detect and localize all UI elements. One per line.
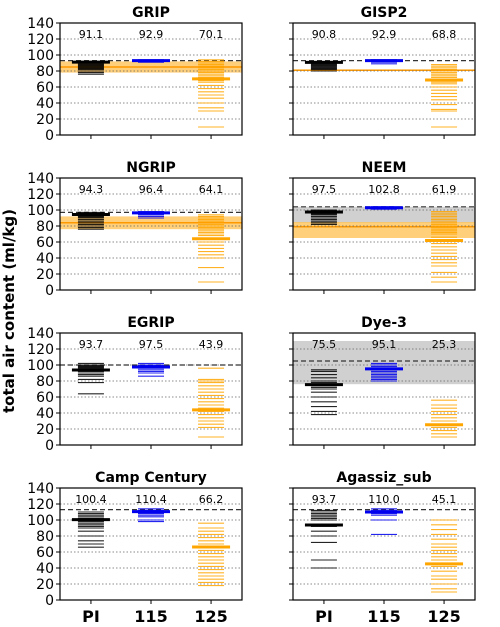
y-tick-label: 120	[27, 497, 54, 513]
panel-title: GRIP	[132, 5, 170, 21]
panel-title: GISP2	[361, 5, 408, 21]
y-tick-label: 80	[36, 529, 54, 545]
mean-label: 100.4	[75, 493, 107, 506]
y-tick-label: 100	[27, 203, 54, 219]
x-tick-label: PI	[82, 607, 100, 623]
mean-label: 92.9	[372, 28, 397, 41]
mean-label: 94.3	[79, 183, 104, 196]
y-tick-label: 100	[27, 48, 54, 64]
y-tick-label: 20	[36, 577, 54, 593]
x-tick-label: 125	[427, 607, 460, 623]
mean-label: 91.1	[79, 28, 104, 41]
y-axis-label: total air content (ml/kg)	[0, 209, 18, 413]
mean-label: 102.8	[368, 183, 400, 196]
y-tick-label: 40	[36, 251, 54, 267]
panel-title: Agassiz_sub	[336, 470, 431, 486]
mean-label: 93.7	[79, 338, 104, 351]
mean-label: 90.8	[312, 28, 337, 41]
y-tick-label: 20	[36, 267, 54, 283]
y-tick-label: 120	[27, 342, 54, 358]
y-tick-label: 100	[27, 513, 54, 529]
y-tick-label: 80	[36, 64, 54, 80]
y-tick-label: 140	[27, 171, 54, 187]
mean-label: 75.5	[312, 338, 337, 351]
y-tick-label: 40	[36, 561, 54, 577]
x-tick-label: 115	[134, 607, 167, 623]
y-tick-label: 140	[27, 16, 54, 32]
y-tick-label: 0	[45, 128, 54, 144]
y-tick-label: 40	[36, 406, 54, 422]
y-tick-label: 60	[36, 80, 54, 96]
mean-label: 110.4	[135, 493, 167, 506]
y-tick-label: 140	[27, 326, 54, 342]
mean-label: 92.9	[139, 28, 164, 41]
mean-label: 93.7	[312, 493, 337, 506]
y-tick-label: 0	[45, 438, 54, 454]
y-tick-label: 0	[45, 283, 54, 299]
mean-label: 68.8	[432, 28, 457, 41]
y-tick-label: 0	[45, 593, 54, 609]
panel-title: Dye-3	[361, 315, 407, 331]
mean-label: 45.1	[432, 493, 457, 506]
y-tick-label: 80	[36, 219, 54, 235]
panel-dye-3: 75.5 95.1 25.3 Dye-3	[289, 315, 476, 449]
panel-gisp2: 90.8 92.9 68.8 GISP2	[289, 5, 476, 139]
panel-title: Camp Century	[95, 470, 207, 486]
mean-label: 66.2	[199, 493, 224, 506]
panel-neem: 97.5 102.8 61.9 NEEM	[289, 160, 476, 294]
mean-label: 110.0	[368, 493, 400, 506]
y-tick-label: 80	[36, 374, 54, 390]
observation-band-gray	[293, 341, 475, 385]
mean-label: 97.5	[139, 338, 164, 351]
panel-title: EGRIP	[127, 315, 174, 331]
y-tick-label: 60	[36, 235, 54, 251]
y-tick-label: 60	[36, 545, 54, 561]
y-tick-label: 20	[36, 112, 54, 128]
mean-label: 97.5	[312, 183, 337, 196]
panel-title: NEEM	[362, 160, 407, 176]
mean-label: 25.3	[432, 338, 457, 351]
x-tick-label: 125	[194, 607, 227, 623]
y-tick-label: 120	[27, 32, 54, 48]
mean-label: 70.1	[199, 28, 224, 41]
mean-label: 95.1	[372, 338, 397, 351]
y-tick-label: 100	[27, 358, 54, 374]
x-tick-label: 115	[367, 607, 400, 623]
mean-label: 64.1	[199, 183, 224, 196]
y-tick-label: 20	[36, 422, 54, 438]
panel-title: NGRIP	[126, 160, 175, 176]
y-tick-label: 60	[36, 390, 54, 406]
mean-label: 61.9	[432, 183, 457, 196]
y-tick-label: 140	[27, 481, 54, 497]
mean-label: 43.9	[199, 338, 224, 351]
y-tick-label: 120	[27, 187, 54, 203]
x-tick-label: PI	[315, 607, 333, 623]
y-tick-label: 40	[36, 96, 54, 112]
mean-label: 96.4	[139, 183, 164, 196]
